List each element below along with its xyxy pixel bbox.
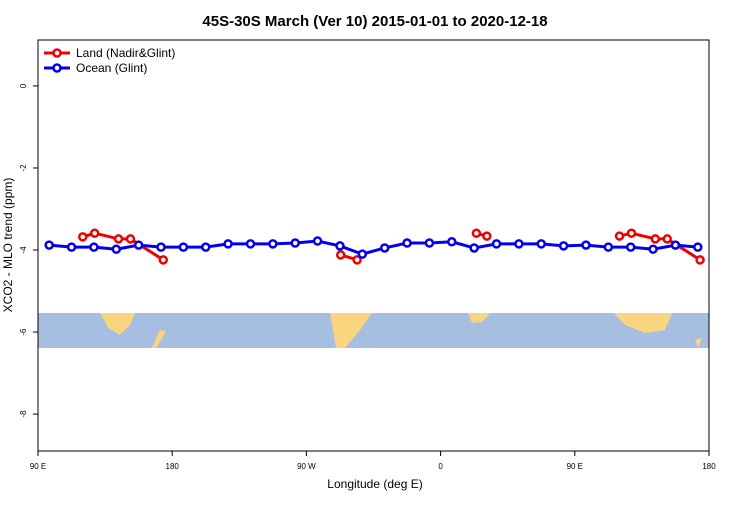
legend-marker [52, 48, 62, 58]
point [77, 232, 88, 242]
y-tick-label: -6 [19, 328, 28, 336]
point [625, 242, 636, 252]
point [178, 242, 189, 252]
point [111, 244, 122, 254]
point [558, 241, 569, 251]
point [268, 239, 278, 249]
y-axis-label: XCO2 - MLO trend (ppm) [1, 178, 15, 313]
x-tick-label: 180 [702, 462, 716, 471]
y-tick-label: -2 [19, 164, 28, 172]
point [44, 240, 54, 250]
point [335, 250, 346, 260]
point [89, 242, 99, 252]
point [670, 240, 681, 250]
point [125, 234, 136, 244]
legend-marker [52, 63, 62, 73]
point [113, 234, 124, 244]
y-tick-label: -8 [19, 410, 28, 418]
point [89, 228, 100, 238]
y-tick-label: 0 [19, 83, 28, 88]
x-tick-label: 90 E [30, 462, 46, 471]
point [158, 255, 169, 265]
point [156, 242, 166, 252]
x-tick-label: 90 W [297, 462, 316, 471]
point [379, 243, 390, 253]
y-tick-label: -4 [19, 246, 28, 254]
point [491, 239, 502, 249]
point [482, 231, 492, 241]
legend-label: Land (Nadir&Glint) [76, 46, 175, 60]
x-tick-label: 0 [438, 462, 443, 471]
point [201, 242, 211, 252]
legend-label: Ocean (Glint) [76, 61, 147, 75]
point [614, 231, 625, 241]
point [335, 241, 345, 251]
point [245, 239, 256, 249]
point [223, 239, 233, 249]
plot-frame [37, 39, 710, 452]
point [662, 234, 672, 244]
point [650, 234, 661, 244]
point [424, 238, 435, 248]
point [603, 242, 614, 252]
point [402, 238, 412, 248]
point [514, 239, 524, 249]
chart-title: 45S-30S March (Ver 10) 2015-01-01 to 202… [202, 13, 547, 30]
point [357, 249, 368, 259]
point [352, 255, 362, 265]
point [693, 242, 703, 252]
map-strip [38, 313, 709, 348]
point [626, 228, 637, 238]
point [447, 237, 457, 247]
point [536, 239, 546, 249]
point [471, 228, 482, 238]
point [66, 242, 77, 252]
point [469, 243, 479, 253]
point [133, 240, 144, 250]
x-axis-label: Longitude (deg E) [327, 477, 422, 491]
x-tick-label: 90 E [567, 462, 583, 471]
point [581, 240, 591, 250]
x-tick-label: 180 [166, 462, 180, 471]
point [648, 244, 658, 254]
point [312, 236, 323, 246]
point [695, 255, 705, 265]
point [290, 238, 300, 248]
